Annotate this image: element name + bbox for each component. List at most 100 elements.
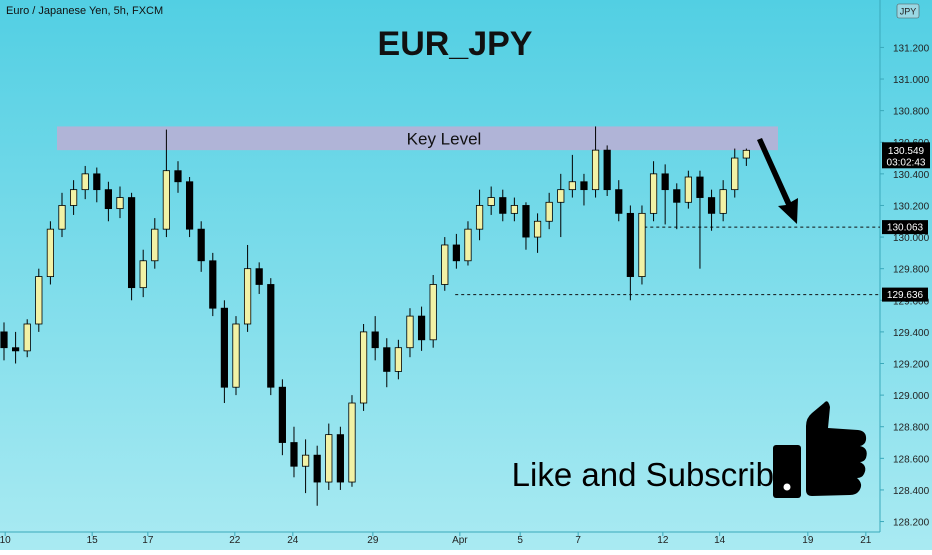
currency-box bbox=[896, 3, 920, 19]
candle-body bbox=[348, 402, 356, 483]
candle-body bbox=[626, 212, 634, 277]
candle-body bbox=[452, 244, 460, 262]
thumbs-up-icon bbox=[773, 401, 867, 498]
key-level-label: Key Level bbox=[407, 129, 482, 148]
x-tick-label: Apr bbox=[452, 535, 468, 546]
candle-body bbox=[522, 205, 530, 238]
price-tag bbox=[882, 142, 930, 169]
level-tag-label: 130.063 bbox=[887, 223, 924, 234]
candle-body bbox=[116, 197, 124, 210]
key-level-zone bbox=[57, 126, 778, 151]
x-tick-label: 5 bbox=[517, 535, 523, 546]
x-tick-label: 29 bbox=[367, 535, 379, 546]
candle-body bbox=[290, 442, 298, 467]
candle-body bbox=[475, 205, 484, 230]
candle-body bbox=[220, 307, 228, 388]
y-tick-label: 129.600 bbox=[893, 296, 930, 307]
y-tick-label: 130.000 bbox=[893, 233, 930, 244]
candle-body bbox=[487, 197, 495, 206]
candle-body bbox=[742, 149, 750, 159]
candle-body bbox=[232, 323, 240, 388]
candle-body bbox=[104, 189, 112, 210]
candle-body bbox=[719, 189, 727, 214]
plot: 128.200 128.400 128.600 128.800 129.000 129.2… bbox=[0, 43, 930, 546]
y-tick-label: 129.800 bbox=[893, 265, 930, 276]
candle-body bbox=[499, 197, 507, 214]
candle-body bbox=[580, 181, 588, 191]
chart-title: EUR_JPY bbox=[378, 25, 533, 63]
candle-body bbox=[93, 173, 101, 191]
x-tick-label: 14 bbox=[714, 535, 726, 546]
y-tick-label: 129.400 bbox=[893, 328, 930, 339]
candle-body bbox=[429, 284, 437, 341]
candle-body bbox=[23, 323, 31, 352]
candle-body bbox=[649, 173, 658, 214]
candle-body bbox=[661, 173, 669, 191]
candle-body bbox=[673, 189, 681, 203]
arrow bbox=[757, 138, 798, 224]
candle-body bbox=[591, 149, 600, 191]
candle-body bbox=[510, 205, 518, 214]
candle-body bbox=[209, 260, 217, 309]
candle-body bbox=[696, 176, 704, 198]
candle-body bbox=[545, 201, 553, 222]
y-tick-label: 131.200 bbox=[893, 43, 930, 54]
y-tick-label: 129.200 bbox=[893, 360, 930, 371]
candle-body bbox=[69, 189, 78, 206]
candle-body bbox=[267, 284, 275, 388]
level-tag bbox=[882, 220, 928, 235]
candle-body bbox=[684, 176, 692, 203]
candle-body bbox=[371, 331, 379, 349]
candle-body bbox=[255, 268, 263, 285]
candle-body bbox=[441, 244, 449, 285]
candle-body bbox=[0, 331, 8, 349]
candle-body bbox=[359, 331, 368, 404]
candle-body bbox=[638, 212, 646, 277]
candle-body bbox=[707, 197, 716, 214]
candle-body bbox=[615, 189, 623, 214]
x-tick-label: 17 bbox=[142, 535, 154, 546]
symbol-info: Euro / Japanese Yen, 5h, FXCM bbox=[6, 5, 163, 17]
y-tick-label: 130.800 bbox=[893, 107, 930, 118]
y-tick-label: 130.200 bbox=[893, 201, 930, 212]
candle-body bbox=[603, 149, 611, 191]
candle-body bbox=[557, 189, 565, 203]
candle-body bbox=[336, 434, 344, 483]
candle-body bbox=[35, 276, 43, 325]
level-tag-label: 129.636 bbox=[887, 290, 924, 301]
candle-body bbox=[417, 315, 426, 341]
x-tick-label: 15 bbox=[87, 535, 99, 546]
currency: JPY bbox=[900, 7, 917, 17]
y-tick-label: 128.600 bbox=[893, 454, 930, 465]
candle-body bbox=[313, 454, 321, 483]
candle-body bbox=[568, 181, 576, 191]
candle-body bbox=[243, 268, 252, 325]
y-tick-label: 128.800 bbox=[893, 423, 930, 434]
x-tick-label: 7 bbox=[575, 535, 581, 546]
candle-body bbox=[383, 347, 391, 372]
candle-body bbox=[464, 228, 472, 262]
x-tick-label: 10 bbox=[0, 535, 11, 546]
price-tag-label: 130.549 bbox=[888, 146, 925, 157]
candle-body bbox=[174, 170, 182, 183]
y-tick-label: 129.000 bbox=[893, 391, 930, 402]
candle-body bbox=[127, 197, 136, 289]
candle-body bbox=[139, 260, 147, 289]
x-tick-label: 22 bbox=[229, 535, 241, 546]
y-tick-label: 128.400 bbox=[893, 486, 930, 497]
x-tick-label: 19 bbox=[802, 535, 814, 546]
candle-body bbox=[278, 386, 286, 443]
level-tag bbox=[882, 287, 928, 302]
candle-body bbox=[731, 157, 739, 191]
candle-body bbox=[325, 434, 333, 483]
annotation: Like and Subscribe bbox=[512, 456, 793, 493]
x-tick-label: 12 bbox=[657, 535, 669, 546]
y-tick-label: 130.400 bbox=[893, 170, 930, 181]
countdown: 03:02:43 bbox=[887, 157, 926, 168]
candle-body bbox=[406, 315, 414, 349]
candle-body bbox=[394, 347, 402, 372]
candle-body bbox=[301, 454, 310, 467]
x-tick-label: 24 bbox=[287, 535, 299, 546]
